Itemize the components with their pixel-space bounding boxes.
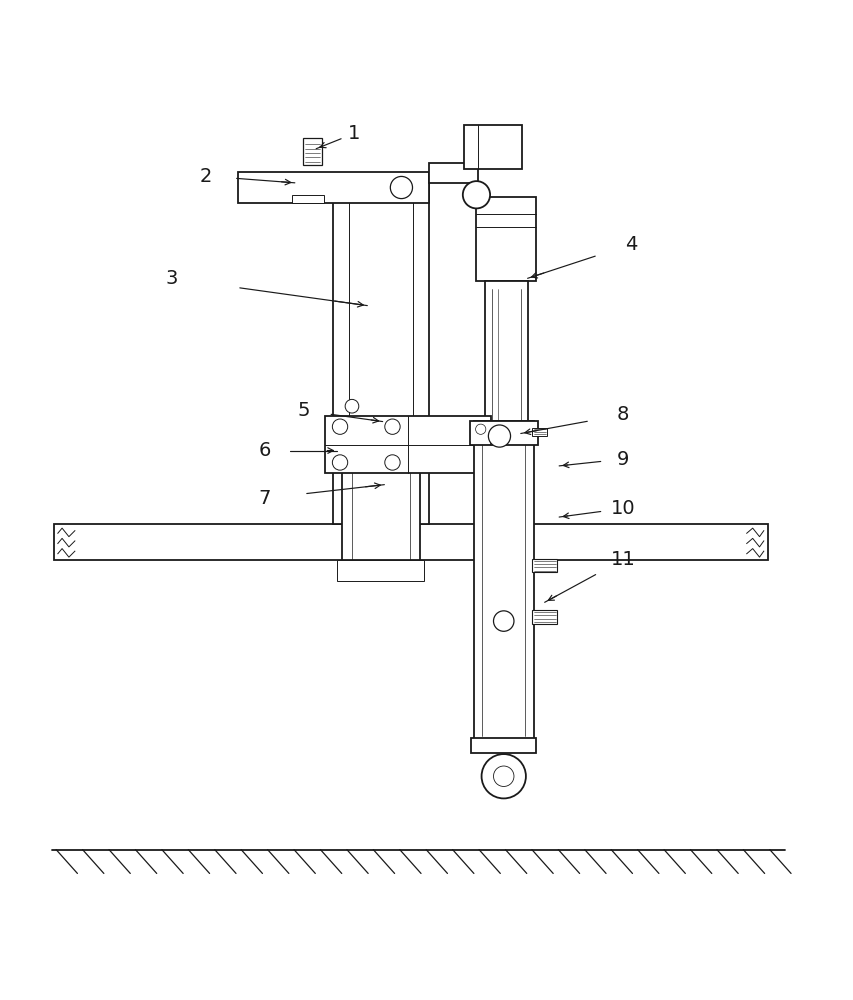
Bar — [337, 560, 424, 581]
Circle shape — [488, 425, 510, 447]
Bar — [341, 440, 420, 560]
Bar — [473, 421, 533, 749]
Bar — [428, 163, 478, 183]
Text: 8: 8 — [616, 405, 629, 424]
Text: 5: 5 — [297, 401, 310, 420]
Bar — [531, 428, 547, 436]
Circle shape — [332, 455, 347, 470]
Text: 6: 6 — [258, 441, 271, 460]
Bar — [237, 172, 428, 203]
Bar — [481, 202, 531, 276]
Text: 9: 9 — [616, 450, 629, 469]
Circle shape — [481, 754, 525, 798]
Text: 3: 3 — [165, 269, 177, 288]
Circle shape — [345, 399, 358, 413]
Circle shape — [390, 176, 412, 199]
Bar — [485, 281, 527, 524]
Circle shape — [462, 181, 490, 208]
Text: 2: 2 — [199, 167, 212, 186]
Bar — [303, 138, 322, 165]
Text: 4: 4 — [624, 235, 637, 254]
Bar — [463, 125, 522, 169]
Text: 7: 7 — [258, 489, 271, 508]
Bar — [469, 421, 537, 445]
Circle shape — [385, 455, 400, 470]
Circle shape — [332, 419, 347, 434]
Bar — [531, 610, 557, 624]
Circle shape — [493, 766, 514, 786]
Bar — [471, 738, 536, 753]
Text: 1: 1 — [348, 124, 360, 143]
Bar — [292, 195, 323, 203]
Circle shape — [475, 424, 485, 434]
Bar — [531, 559, 557, 572]
Circle shape — [493, 611, 514, 631]
Bar — [324, 416, 490, 473]
Bar — [476, 197, 536, 281]
Text: 11: 11 — [610, 550, 635, 569]
Bar — [333, 183, 428, 524]
Circle shape — [385, 419, 400, 434]
Bar — [54, 524, 767, 560]
Text: 10: 10 — [610, 499, 635, 518]
